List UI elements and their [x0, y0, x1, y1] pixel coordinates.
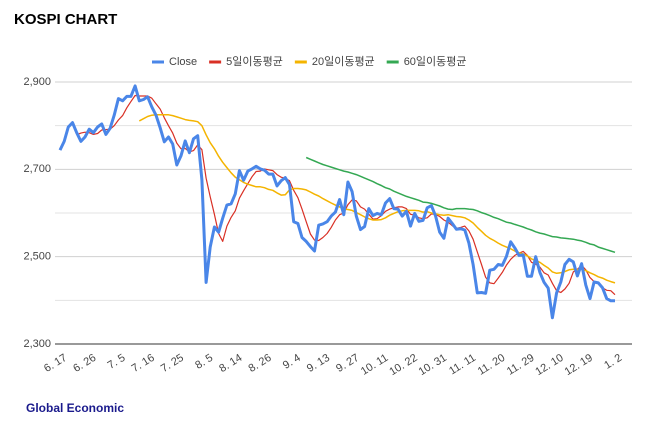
- x-tick-label: 6. 26: [71, 352, 98, 375]
- source: Global Economic: [26, 401, 124, 415]
- x-tick-label: 7. 25: [159, 352, 186, 375]
- legend-label: 60일이동평균: [404, 54, 467, 68]
- x-tick-label: 1. 2: [602, 352, 624, 372]
- chart-title: KOSPI CHART: [14, 11, 117, 28]
- x-tick-label: 11. 11: [447, 352, 478, 378]
- x-tick-label: 11. 29: [505, 352, 537, 378]
- y-tick-label: 2,500: [23, 251, 51, 263]
- y-tick-label: 2,700: [23, 163, 51, 175]
- x-tick-label: 12. 10: [533, 352, 565, 378]
- x-tick-label: 10. 22: [387, 352, 419, 378]
- x-tick-label: 8. 5: [193, 352, 215, 372]
- x-tick-label: 10. 31: [417, 352, 449, 378]
- x-tick-label: 9. 27: [334, 352, 361, 375]
- x-tick-label: 7. 5: [106, 352, 128, 372]
- legend-label: 5일이동평균: [226, 54, 283, 68]
- series-line: [58, 84, 615, 320]
- x-tick-label: 8. 14: [217, 352, 244, 375]
- x-tick-label: 10. 11: [359, 352, 391, 378]
- x-tick-label: 11. 20: [476, 352, 508, 378]
- y-tick-label: 2,900: [23, 76, 51, 88]
- y-tick-label: 2,300: [23, 338, 51, 350]
- x-tick-label: 12. 19: [563, 352, 595, 378]
- series-line: [305, 156, 616, 254]
- legend-label: Close: [169, 56, 197, 68]
- x-tick-label: 9. 13: [305, 352, 332, 375]
- x-tick-label: 9. 4: [281, 352, 303, 372]
- x-tick-label: 6. 17: [42, 352, 69, 375]
- x-tick-label: 7. 16: [130, 352, 157, 375]
- legend-label: 20일이동평균: [312, 54, 375, 68]
- x-tick-label: 8. 26: [246, 352, 273, 375]
